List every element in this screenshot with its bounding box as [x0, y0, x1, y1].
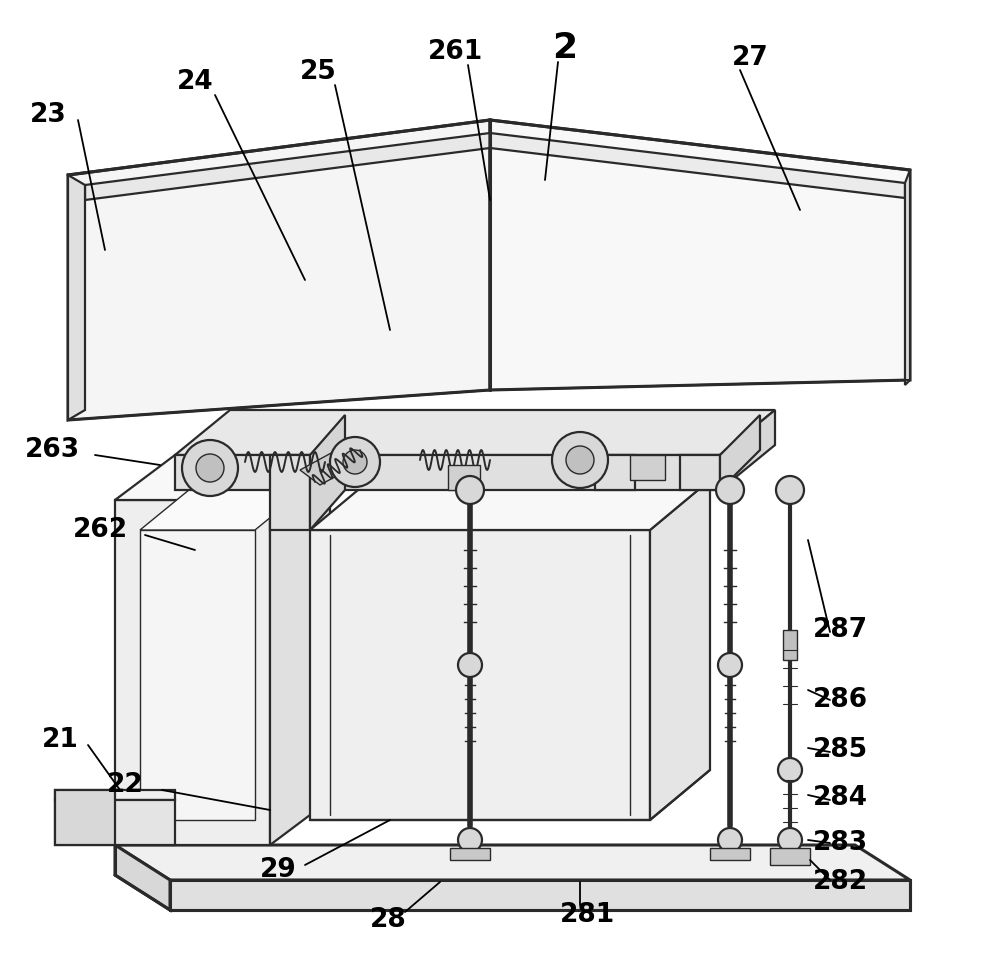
- Polygon shape: [68, 120, 490, 420]
- Polygon shape: [310, 480, 710, 530]
- Polygon shape: [270, 455, 310, 530]
- Polygon shape: [770, 848, 810, 865]
- Circle shape: [552, 432, 608, 488]
- Polygon shape: [55, 800, 175, 845]
- Circle shape: [343, 450, 367, 474]
- Polygon shape: [490, 133, 905, 198]
- Polygon shape: [175, 410, 775, 455]
- Polygon shape: [115, 455, 330, 500]
- Text: 27: 27: [732, 45, 768, 71]
- Polygon shape: [710, 848, 750, 860]
- Polygon shape: [55, 790, 175, 800]
- Polygon shape: [68, 175, 85, 420]
- Polygon shape: [175, 455, 720, 490]
- Circle shape: [776, 476, 804, 504]
- Text: 28: 28: [370, 907, 406, 933]
- Circle shape: [456, 476, 484, 504]
- Polygon shape: [140, 485, 310, 530]
- Text: 2: 2: [552, 31, 578, 65]
- Circle shape: [330, 437, 380, 487]
- Circle shape: [718, 653, 742, 677]
- Text: 21: 21: [42, 727, 78, 753]
- Text: 282: 282: [812, 869, 868, 895]
- Circle shape: [566, 446, 594, 474]
- Text: 22: 22: [107, 772, 143, 798]
- Circle shape: [778, 828, 802, 852]
- Polygon shape: [310, 415, 345, 530]
- Text: 25: 25: [300, 59, 336, 85]
- Text: 24: 24: [177, 69, 213, 95]
- Circle shape: [458, 653, 482, 677]
- Polygon shape: [140, 530, 255, 820]
- Text: 262: 262: [72, 517, 128, 543]
- Circle shape: [458, 828, 482, 852]
- Circle shape: [716, 476, 744, 504]
- Circle shape: [778, 758, 802, 782]
- Polygon shape: [490, 120, 910, 390]
- Polygon shape: [270, 455, 330, 845]
- Polygon shape: [680, 455, 720, 490]
- Polygon shape: [115, 845, 170, 910]
- Polygon shape: [115, 500, 270, 845]
- Polygon shape: [55, 790, 115, 845]
- Circle shape: [196, 454, 224, 482]
- Circle shape: [718, 828, 742, 852]
- Polygon shape: [310, 530, 650, 820]
- Text: 261: 261: [427, 39, 483, 65]
- Circle shape: [182, 440, 238, 496]
- Text: 263: 263: [24, 437, 80, 463]
- Polygon shape: [85, 133, 490, 200]
- Text: 286: 286: [812, 687, 868, 713]
- Polygon shape: [783, 630, 797, 660]
- Text: 284: 284: [812, 785, 868, 811]
- Polygon shape: [650, 480, 710, 820]
- Polygon shape: [448, 465, 480, 490]
- Text: 29: 29: [260, 857, 296, 883]
- Text: 281: 281: [560, 902, 616, 928]
- Text: 23: 23: [30, 102, 66, 128]
- Polygon shape: [115, 845, 910, 880]
- Polygon shape: [300, 440, 375, 485]
- Polygon shape: [720, 410, 775, 490]
- Text: 283: 283: [812, 830, 868, 856]
- Polygon shape: [720, 415, 760, 490]
- Polygon shape: [595, 455, 635, 490]
- Text: 287: 287: [812, 617, 868, 643]
- Polygon shape: [905, 170, 910, 385]
- Polygon shape: [450, 848, 490, 860]
- Polygon shape: [170, 880, 910, 910]
- Text: 285: 285: [812, 737, 868, 763]
- Polygon shape: [630, 455, 665, 480]
